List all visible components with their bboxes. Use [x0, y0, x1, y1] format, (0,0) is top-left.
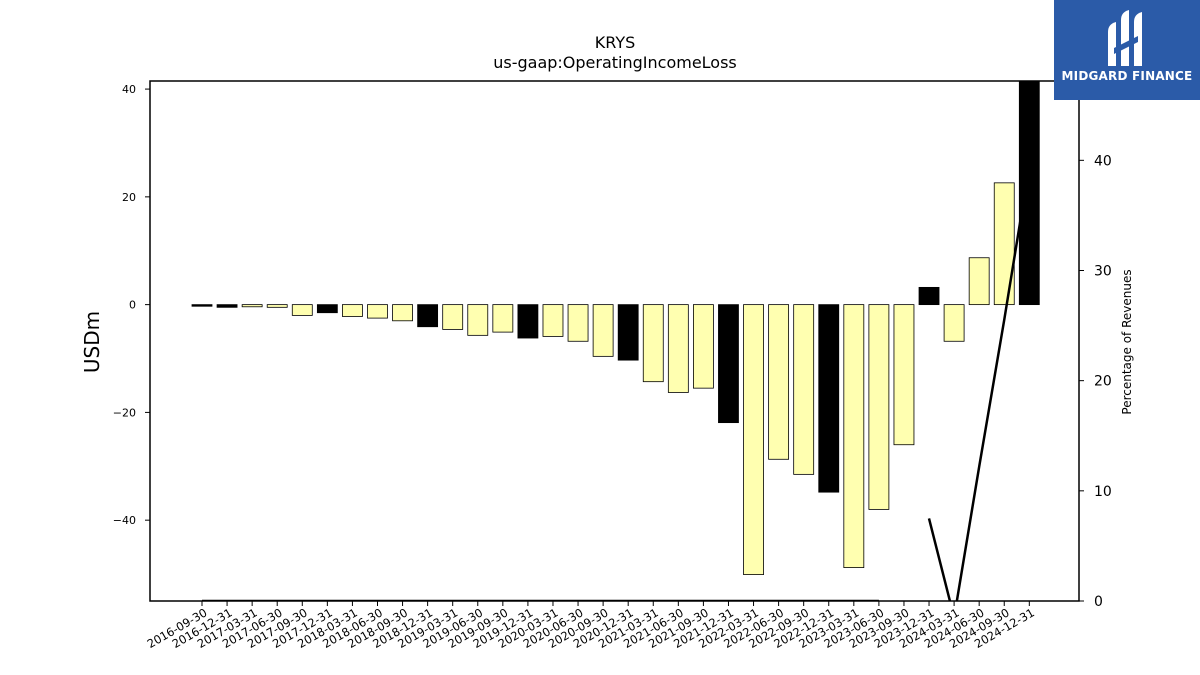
bar-2017-06-30	[266, 304, 288, 308]
bar-2021-06-30	[667, 304, 689, 393]
bar-2020-03-31	[542, 304, 564, 337]
y-tick-label: −40	[113, 514, 136, 527]
bar-2018-12-31	[417, 304, 439, 328]
bar-2021-03-31	[642, 304, 664, 383]
y-tick-label: 20	[122, 191, 136, 204]
bar-2020-09-30	[592, 304, 614, 357]
plot-frame	[149, 80, 1080, 602]
y-axis-label: USDm	[80, 311, 104, 373]
bar-2022-06-30	[768, 304, 790, 460]
bar-2019-12-31	[517, 304, 539, 339]
bar-2019-09-30	[492, 304, 514, 333]
y-tick-label: −20	[113, 406, 136, 419]
percentage-line-group	[202, 165, 1031, 601]
bar-2021-09-30	[693, 304, 714, 389]
bars-group	[191, 80, 1040, 575]
bar-2019-06-30	[467, 304, 489, 336]
chart-subtitle: us-gaap:OperatingIncomeLoss	[493, 53, 737, 72]
bar-2024-03-31	[943, 304, 965, 342]
y2-tick-label: 0	[1094, 594, 1103, 610]
percentage-line	[202, 165, 1031, 601]
axes-group: 40200−20−400102030402016-09-302016-12-31…	[113, 83, 1112, 651]
bar-2023-12-31	[918, 286, 940, 306]
bar-2016-09-30	[191, 304, 213, 307]
bar-2017-12-31	[316, 304, 338, 314]
brand-logo: MIDGARD FINANCE	[1054, 0, 1200, 100]
bar-2017-03-31	[241, 304, 263, 308]
bar-2018-09-30	[392, 304, 413, 322]
bar-2017-09-30	[291, 304, 313, 316]
bar-2021-12-31	[718, 304, 739, 424]
y2-axis-label: Percentage of Revenues	[1120, 269, 1134, 414]
bar-2022-12-31	[818, 304, 840, 493]
bar-2018-06-30	[367, 304, 388, 319]
y2-tick-label: 30	[1094, 263, 1112, 279]
chart-title: KRYS	[595, 33, 636, 52]
bar-2018-03-31	[342, 304, 363, 317]
bar-2024-12-31	[1018, 80, 1040, 306]
bar-2020-12-31	[617, 304, 639, 361]
bar-2024-09-30	[993, 182, 1015, 306]
brand-mark-icon	[1108, 10, 1142, 66]
bar-2023-03-31	[843, 304, 865, 568]
y2-tick-label: 10	[1094, 484, 1112, 500]
bar-2022-09-30	[793, 304, 815, 475]
bar-2022-03-31	[743, 304, 764, 575]
bar-2016-12-31	[216, 304, 238, 308]
y2-tick-label: 40	[1094, 153, 1112, 169]
bar-2019-03-31	[442, 304, 464, 330]
y-tick-label: 40	[122, 83, 136, 96]
bar-2023-06-30	[868, 304, 890, 510]
bar-2023-09-30	[893, 304, 915, 446]
y-tick-label: 0	[129, 299, 136, 312]
bar-2024-06-30	[968, 257, 990, 306]
brand-name: MIDGARD FINANCE	[1061, 69, 1193, 83]
bar-2020-06-30	[567, 304, 589, 342]
y2-tick-label: 20	[1094, 374, 1112, 390]
